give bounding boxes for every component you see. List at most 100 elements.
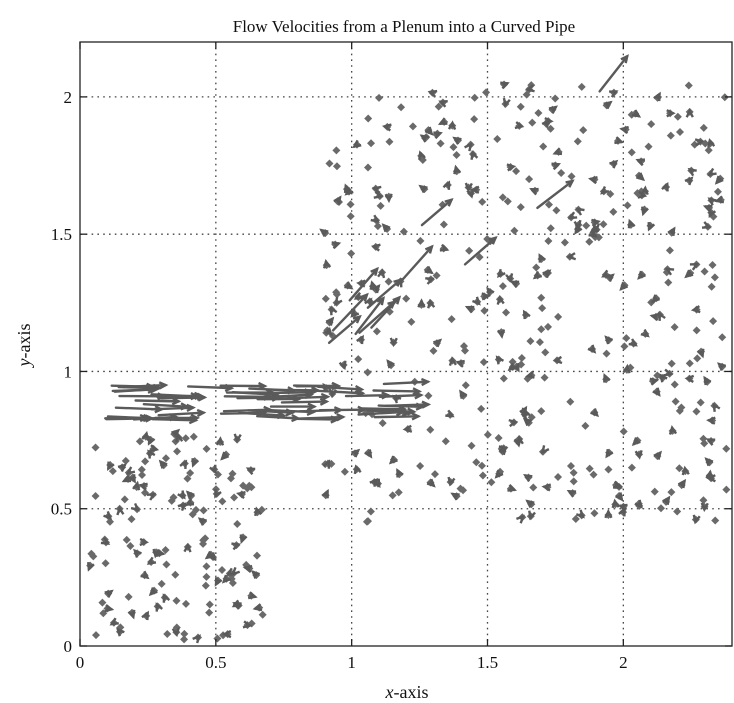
velocity-marker: [385, 137, 394, 146]
velocity-marker: [711, 516, 720, 525]
velocity-arrow-head: [464, 142, 473, 152]
velocity-marker: [480, 306, 489, 315]
velocity-arrow-head: [552, 355, 563, 365]
y-tick-label: 0.5: [51, 500, 72, 519]
velocity-arrow-head: [427, 298, 436, 309]
velocity-arrow-head: [132, 480, 141, 491]
velocity-arrow-head: [513, 437, 522, 448]
velocity-marker: [487, 478, 496, 487]
velocity-arrow-head: [622, 363, 631, 374]
y-tick-label: 1.5: [51, 225, 72, 244]
velocity-marker: [181, 434, 190, 443]
velocity-arrow-head: [627, 218, 636, 229]
velocity-arrow-head: [528, 510, 536, 521]
velocity-arrow: [151, 418, 197, 422]
velocity-marker: [544, 322, 553, 331]
velocity-arrow-head: [147, 449, 156, 459]
velocity-marker: [620, 342, 629, 351]
velocity-marker: [332, 290, 341, 299]
velocity-marker: [493, 134, 502, 143]
velocity-arrow-head: [257, 381, 268, 391]
velocity-arrow-head: [107, 461, 115, 471]
x-tick-label: 0.5: [205, 653, 226, 672]
velocity-marker: [502, 308, 511, 317]
velocity-marker: [479, 358, 488, 367]
velocity-marker: [627, 148, 636, 157]
velocity-marker: [408, 122, 417, 131]
velocity-arrow-head: [104, 589, 114, 598]
velocity-arrow-head: [179, 459, 188, 469]
velocity-arrow-head: [334, 296, 343, 307]
velocity-marker: [340, 467, 349, 476]
velocity-arrow-head: [573, 219, 582, 230]
velocity-marker: [467, 441, 476, 450]
velocity-arrow: [113, 387, 158, 393]
velocity-arrow: [536, 179, 574, 210]
velocity-marker: [722, 444, 731, 453]
velocity-marker: [528, 118, 537, 127]
velocity-arrow: [463, 236, 497, 266]
velocity-arrow-head: [705, 469, 714, 480]
velocity-marker: [692, 326, 701, 335]
velocity-marker: [477, 404, 486, 413]
y-axis-label: -: [14, 353, 34, 359]
velocity-arrow-head: [603, 373, 611, 383]
velocity-arrow-head: [389, 337, 398, 348]
velocity-arrow-head: [338, 360, 347, 371]
velocity-marker: [332, 146, 341, 155]
velocity-marker: [516, 203, 525, 212]
velocity-marker: [180, 629, 189, 638]
velocity-arrow: [219, 411, 266, 415]
velocity-arrow-head: [377, 268, 386, 279]
velocity-arrow-head: [147, 436, 156, 446]
velocity-arrow-head: [257, 408, 267, 418]
velocity-arrow-head: [350, 308, 360, 318]
velocity-arrow-head: [133, 548, 142, 558]
velocity-arrow-head: [706, 474, 716, 483]
velocity-arrow: [223, 395, 272, 399]
velocity-marker: [376, 201, 385, 210]
velocity-arrows: [87, 54, 727, 644]
velocity-arrow-head: [190, 413, 201, 423]
velocity-arrow: [598, 55, 629, 93]
velocity-arrow-head: [506, 163, 517, 172]
velocity-marker: [171, 570, 180, 579]
velocity-marker: [201, 581, 210, 590]
velocity-marker: [690, 140, 699, 149]
velocity-arrow-head: [591, 218, 601, 227]
velocity-marker: [91, 491, 100, 500]
velocity-marker: [230, 493, 239, 502]
velocity-arrow-head: [551, 162, 562, 171]
y-axis-label-text: axis: [14, 324, 34, 353]
velocity-arrow-head: [196, 408, 207, 418]
velocity-marker: [218, 566, 227, 575]
velocity-arrow-head: [324, 327, 334, 337]
velocity-arrow-head: [505, 273, 514, 283]
velocity-arrow-head: [566, 252, 577, 261]
velocity-arrow-head: [331, 241, 342, 250]
velocity-arrow-head: [525, 499, 535, 509]
velocity-arrow-head: [604, 335, 614, 345]
velocity-marker: [126, 541, 135, 550]
velocity-arrow: [384, 403, 430, 408]
velocity-marker: [599, 220, 608, 229]
velocity-arrow-head: [127, 609, 136, 620]
velocity-marker: [98, 598, 107, 607]
velocity-arrow-head: [322, 459, 331, 469]
velocity-arrow-head: [158, 381, 169, 390]
velocity-arrow-head: [687, 167, 697, 177]
velocity-arrow: [231, 390, 279, 397]
velocity-arrow: [292, 384, 340, 388]
velocity-arrow: [348, 267, 379, 302]
velocity-arrow: [378, 393, 423, 398]
velocity-marker: [693, 354, 702, 363]
velocity-marker: [673, 507, 682, 516]
velocity-arrow-head: [344, 281, 354, 290]
velocity-arrow-head: [242, 564, 253, 573]
velocity-marker: [470, 115, 479, 124]
velocity-marker: [354, 355, 363, 364]
velocity-marker: [121, 456, 130, 465]
velocity-arrow-head: [603, 100, 613, 110]
velocity-arrow: [294, 417, 339, 421]
velocity-marker: [189, 432, 198, 441]
